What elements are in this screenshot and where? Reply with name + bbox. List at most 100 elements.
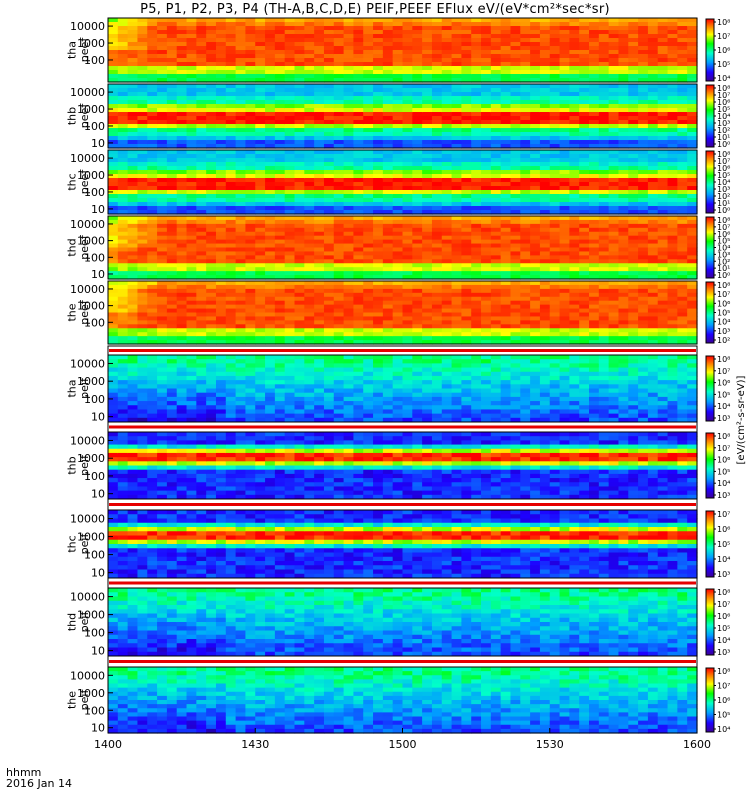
heatmap-cell [284, 66, 296, 71]
heatmap-cell [520, 292, 531, 298]
heatmap-cell [382, 38, 394, 43]
heatmap-cell [186, 120, 197, 125]
heatmap-cell [471, 263, 482, 268]
heatmap-cell [157, 267, 168, 272]
heatmap-cell [490, 84, 502, 89]
heatmap-cell [353, 46, 364, 51]
heatmap-cell [304, 136, 315, 141]
heatmap-cell [225, 74, 237, 79]
heatmap-cell [147, 300, 158, 306]
heatmap-cell [117, 78, 129, 83]
heatmap-cell [451, 210, 462, 215]
heatmap-cell [363, 132, 374, 137]
heatmap-cell [363, 271, 374, 276]
heatmap-cell [559, 296, 570, 302]
heatmap-cell [284, 38, 296, 43]
heatmap-cell [304, 30, 315, 35]
heatmap-cell [422, 231, 433, 237]
heatmap-cell [569, 150, 580, 155]
heatmap-cell [471, 140, 482, 145]
heatmap-cell [412, 22, 423, 27]
heatmap-cell [618, 186, 629, 191]
heatmap-cell [618, 78, 629, 83]
heatmap-cell [412, 78, 423, 83]
heatmap-cell [589, 239, 600, 245]
heatmap-cell [186, 136, 197, 141]
heatmap-cell [137, 88, 148, 93]
heatmap-cell [255, 312, 266, 318]
heatmap-cell [127, 355, 139, 360]
heatmap-cell [274, 70, 286, 75]
heatmap-cell [638, 158, 649, 163]
heatmap-cell [677, 124, 688, 129]
heatmap-cell [539, 275, 551, 280]
heatmap-cell [647, 178, 659, 183]
heatmap-cell [353, 243, 364, 249]
heatmap-cell [225, 88, 237, 93]
heatmap-cell [176, 162, 188, 167]
heatmap-cell [392, 255, 404, 260]
heatmap-cell [157, 216, 168, 221]
heatmap-cell [323, 296, 335, 302]
heatmap-cell [520, 136, 531, 141]
heatmap-cell [265, 38, 276, 43]
heatmap-cell [471, 259, 482, 264]
heatmap-cell [363, 166, 374, 171]
heatmap-cell [304, 78, 315, 83]
heatmap-cell [343, 62, 355, 67]
heatmap-cell [471, 190, 482, 195]
heatmap-cell [569, 112, 580, 117]
heatmap-cell [166, 267, 178, 272]
heatmap-cell [294, 198, 305, 203]
heatmap-cell [382, 18, 394, 23]
heatmap-cell [127, 206, 139, 211]
heatmap-cell [520, 70, 531, 75]
heatmap-cell [441, 50, 453, 55]
heatmap-cell [569, 275, 580, 280]
heatmap-cell [382, 227, 394, 233]
heatmap-cell [382, 247, 394, 253]
colorbar-tick-label: 10⁷ [717, 157, 730, 166]
heatmap-cell [569, 312, 580, 318]
heatmap-cell [441, 288, 453, 294]
heatmap-cell [589, 320, 600, 325]
heatmap-cell [176, 194, 188, 199]
heatmap-cell [500, 158, 512, 163]
heatmap-cell [353, 206, 364, 211]
heatmap-cell [422, 340, 433, 345]
heatmap-cell [569, 231, 580, 237]
heatmap-cell [176, 296, 188, 302]
heatmap-cell [343, 18, 355, 23]
heatmap-cell [441, 235, 453, 241]
heatmap-cell [108, 206, 119, 211]
heatmap-cell [235, 227, 247, 233]
heatmap-cell [412, 34, 423, 39]
heatmap-cell [628, 170, 639, 175]
heatmap-cell [520, 96, 531, 101]
heatmap-cell [628, 219, 639, 225]
heatmap-cell [402, 235, 413, 241]
heatmap-cell [186, 231, 197, 237]
heatmap-cell [490, 247, 502, 253]
heatmap-cell [579, 202, 590, 207]
heatmap-cell [235, 216, 247, 221]
heatmap-cell [176, 108, 188, 113]
heatmap-cell [294, 235, 305, 241]
heatmap-cell [225, 178, 237, 183]
heatmap-cell [108, 186, 119, 191]
heatmap-cell [422, 255, 433, 260]
heatmap-cell [422, 144, 433, 149]
heatmap-cell [255, 336, 266, 341]
heatmap-cell [245, 198, 256, 203]
heatmap-cell [235, 22, 247, 27]
heatmap-cell [343, 104, 355, 109]
heatmap-cell [225, 58, 237, 63]
heatmap-cell [422, 70, 433, 75]
heatmap-cell [147, 227, 158, 233]
heatmap-cell [490, 136, 502, 141]
heatmap-cell [598, 174, 610, 179]
heatmap-cell [589, 223, 600, 229]
heatmap-cell [373, 132, 384, 137]
heatmap-cell [451, 88, 462, 93]
heatmap-cell [304, 186, 315, 191]
